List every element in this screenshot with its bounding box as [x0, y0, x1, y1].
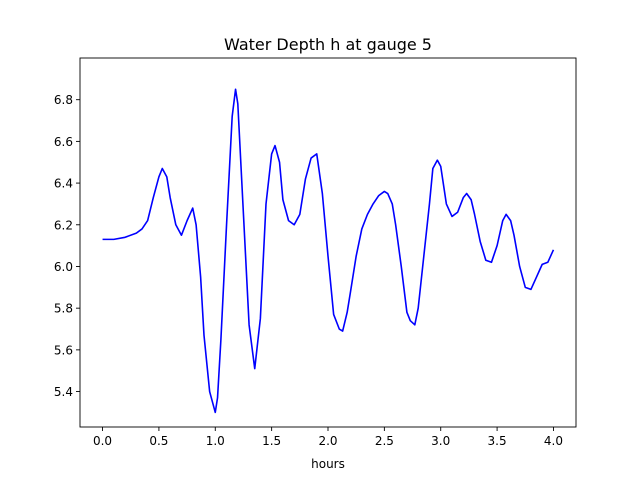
y-tick-label: 6.0 — [54, 260, 73, 274]
x-tick-label: 1.5 — [262, 434, 281, 448]
x-tick-label: 0.5 — [149, 434, 168, 448]
x-tick-label: 3.0 — [431, 434, 450, 448]
y-tick-label: 6.8 — [54, 93, 73, 107]
plot-frame — [79, 57, 577, 428]
y-tick-label: 5.4 — [54, 385, 73, 399]
y-tick-label: 5.6 — [54, 343, 73, 357]
y-tick-label: 6.4 — [54, 177, 73, 191]
x-tick-label: 1.0 — [206, 434, 225, 448]
y-tick-label: 5.8 — [54, 302, 73, 316]
x-tick-label: 3.5 — [488, 434, 507, 448]
x-axis-label: hours — [311, 457, 345, 471]
series-line-0 — [102, 88, 555, 414]
chart-title: Water Depth h at gauge 5 — [224, 35, 432, 54]
plot-area: 0.0 0.5 1.0 1.5 2.0 2.5 3.0 3.5 4.0 5.4 5.6 5.8 6.0 6… — [54, 57, 577, 448]
y-tick-label: 6.2 — [54, 218, 73, 232]
y-tick-label: 6.6 — [54, 135, 73, 149]
x-tick-label: 2.0 — [318, 434, 337, 448]
x-tick-label: 2.5 — [375, 434, 394, 448]
x-tick-label: 4.0 — [544, 434, 563, 448]
x-tick-label: 0.0 — [93, 434, 112, 448]
